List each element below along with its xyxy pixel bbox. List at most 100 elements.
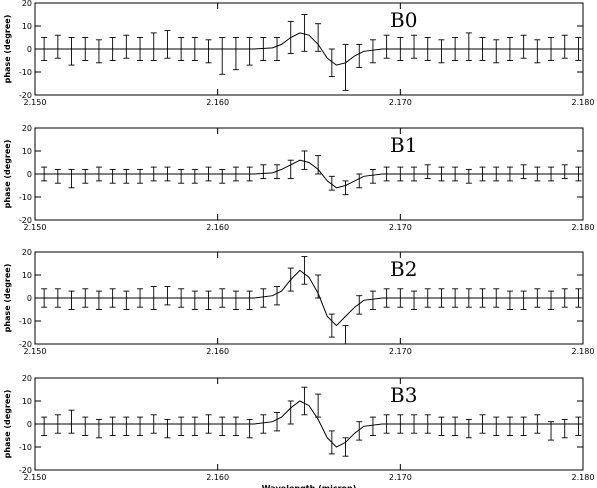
error-bar (178, 416, 185, 436)
error-bar (493, 416, 500, 436)
y-tick-label: -20 (19, 466, 32, 475)
panel-label: B0 (390, 8, 417, 32)
error-bar (465, 418, 472, 439)
error-bar (260, 414, 267, 434)
error-bar (137, 168, 144, 184)
error-bar (150, 32, 157, 61)
error-bar (246, 290, 253, 310)
y-tick-label: 20 (22, 0, 32, 8)
model-curve (35, 32, 583, 66)
error-bar (219, 416, 226, 436)
error-bar (123, 168, 130, 184)
error-bar (548, 290, 555, 310)
error-bar (260, 164, 267, 180)
error-bar (95, 290, 102, 310)
panel-label: B1 (390, 133, 417, 157)
error-bar (520, 416, 527, 436)
y-tick-label: -10 (19, 68, 32, 77)
x-tick-label: 2.180 (572, 223, 595, 232)
error-bar (342, 325, 349, 345)
error-bar (260, 288, 267, 308)
x-tick-label: 2.150 (24, 347, 47, 356)
y-tick-label: 0 (27, 420, 32, 429)
error-bar (369, 39, 376, 64)
y-tick-label: 0 (27, 45, 32, 54)
error-bar (342, 180, 349, 196)
x-tick-label: 2.170 (389, 347, 412, 356)
error-bar (191, 168, 198, 184)
error-bar (68, 168, 75, 189)
x-tick-label: 2.170 (389, 473, 412, 482)
error-bar (561, 418, 568, 439)
error-bar (315, 155, 322, 175)
error-bar (82, 168, 89, 184)
error-bar (191, 290, 198, 310)
error-bar (301, 256, 308, 285)
error-bar (424, 164, 431, 180)
error-bar (383, 34, 390, 59)
error-bar (301, 386, 308, 416)
error-bar (54, 168, 61, 184)
y-tick-label: 10 (22, 271, 32, 280)
y-tick-label: -10 (19, 193, 32, 202)
error-bar (54, 34, 61, 59)
error-bar (548, 421, 555, 441)
y-tick-label: 20 (22, 374, 32, 383)
x-tick-label: 2.180 (572, 98, 595, 107)
error-bar (438, 39, 445, 64)
x-tick-label: 2.170 (389, 223, 412, 232)
error-bar (465, 168, 472, 184)
error-bar (315, 393, 322, 418)
x-axis-label: Wavelength (micron) (262, 484, 357, 488)
y-axis-label: phase (degree) (3, 264, 12, 333)
error-bar (356, 173, 363, 189)
y-axis-label: phase (degree) (3, 140, 12, 209)
y-tick-label: 0 (27, 170, 32, 179)
y-tick-label: 10 (22, 22, 32, 31)
y-tick-label: 10 (22, 397, 32, 406)
error-bar (342, 437, 349, 457)
error-bar (41, 416, 48, 436)
error-bar (369, 168, 376, 184)
x-tick-label: 2.180 (572, 347, 595, 356)
x-tick-label: 2.160 (206, 347, 229, 356)
error-bar (315, 23, 322, 52)
error-bar (260, 37, 267, 61)
x-tick-label: 2.150 (24, 473, 47, 482)
error-bar (534, 39, 541, 64)
y-tick-label: -10 (19, 443, 32, 452)
y-axis-label: phase (degree) (3, 15, 12, 84)
error-bar (356, 43, 363, 68)
x-tick-label: 2.150 (24, 223, 47, 232)
error-bar (274, 37, 281, 61)
error-bar (232, 416, 239, 436)
error-bar (561, 34, 568, 59)
error-bar (356, 295, 363, 315)
error-bar (411, 290, 418, 310)
error-bar (82, 416, 89, 436)
error-bar (438, 416, 445, 436)
error-bar (506, 290, 513, 310)
error-bar (465, 32, 472, 61)
y-tick-label: -20 (19, 216, 32, 225)
error-bar (246, 418, 253, 439)
error-bar (137, 416, 144, 436)
error-bar (219, 168, 226, 184)
panel-label: B2 (390, 257, 417, 281)
x-tick-label: 2.170 (389, 98, 412, 107)
error-bar (95, 39, 102, 64)
error-bar (328, 175, 335, 191)
error-bar (219, 37, 226, 75)
error-bar (287, 400, 294, 425)
y-tick-label: -20 (19, 91, 32, 100)
x-tick-label: 2.160 (206, 98, 229, 107)
error-bar (164, 418, 171, 439)
error-bar (123, 34, 130, 59)
error-bar (520, 164, 527, 180)
error-bar (369, 416, 376, 436)
error-bar (287, 159, 294, 180)
x-tick-label: 2.160 (206, 473, 229, 482)
error-bar (328, 313, 335, 338)
error-bar (123, 290, 130, 310)
